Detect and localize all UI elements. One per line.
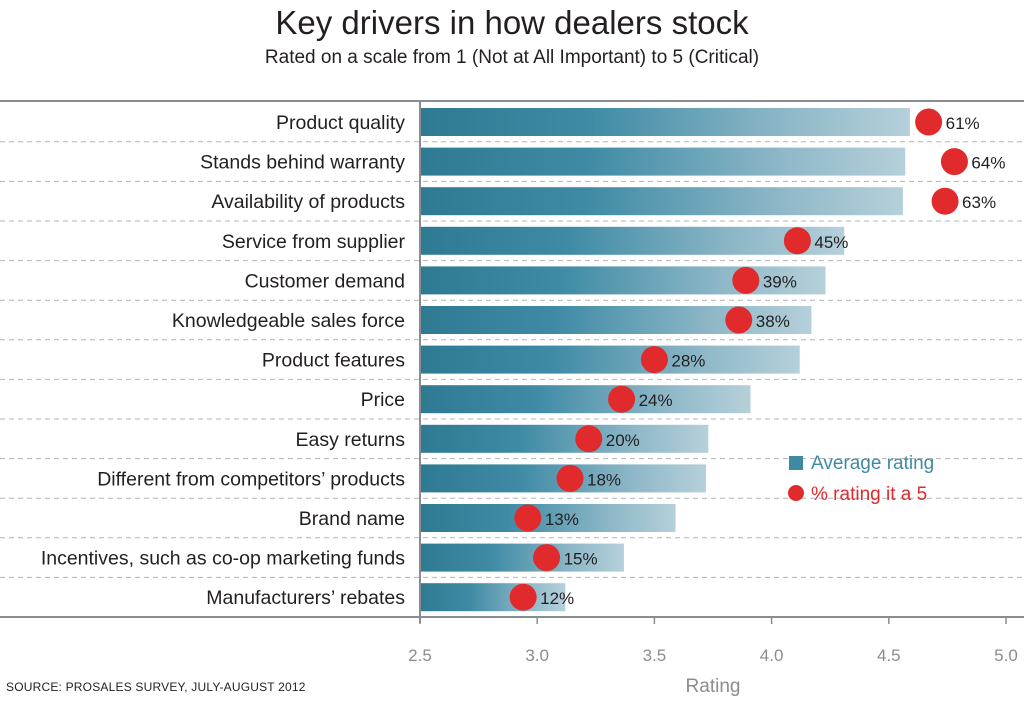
marker-percent-rating-5 [533, 544, 561, 572]
percent-label: 12% [540, 589, 574, 608]
marker-percent-rating-5 [575, 425, 603, 453]
category-label: Different from competitors’ products [97, 468, 405, 490]
percent-label: 28% [671, 352, 705, 371]
bar-average-rating [420, 385, 751, 414]
category-label: Availability of products [211, 191, 405, 213]
percent-label: 45% [814, 233, 848, 252]
legend-label-average-rating: Average rating [811, 453, 934, 474]
percent-label: 39% [763, 272, 797, 291]
bar-average-rating [420, 306, 812, 334]
percent-label: 13% [545, 510, 579, 529]
marker-percent-rating-5 [608, 385, 636, 413]
legend-label-percent-rating-5: % rating it a 5 [811, 484, 927, 505]
x-tick-label: 3.0 [525, 646, 549, 665]
bar-average-rating [420, 424, 709, 453]
bar-average-rating [420, 108, 910, 136]
marker-percent-rating-5 [640, 346, 668, 374]
percent-label: 20% [606, 431, 640, 450]
category-label: Customer demand [245, 270, 405, 292]
marker-percent-rating-5 [556, 464, 584, 492]
category-label: Incentives, such as co-op marketing fund… [41, 548, 405, 570]
marker-percent-rating-5 [514, 504, 542, 532]
x-tick-label: 4.0 [760, 646, 784, 665]
category-label: Easy returns [296, 429, 406, 451]
marker-percent-rating-5 [783, 227, 811, 255]
category-label: Product features [262, 350, 405, 372]
legend-swatch-average-rating [789, 456, 803, 470]
category-label: Knowledgeable sales force [172, 310, 405, 332]
legend-swatch-percent-rating-5 [788, 485, 804, 501]
marker-percent-rating-5 [931, 187, 959, 215]
bar-average-rating [420, 345, 800, 374]
percent-label: 38% [756, 312, 790, 331]
bar-average-rating [420, 226, 845, 255]
marker-percent-rating-5 [915, 108, 943, 136]
bar-average-rating [420, 187, 903, 216]
percent-label: 24% [639, 391, 673, 410]
marker-percent-rating-5 [725, 306, 753, 334]
x-tick-label: 4.5 [877, 646, 901, 665]
chart-title: Key drivers in how dealers stock [275, 4, 749, 41]
category-label: Manufacturers’ rebates [206, 587, 405, 609]
percent-label: 64% [971, 154, 1005, 173]
percent-label: 61% [946, 114, 980, 133]
bar-average-rating [420, 543, 624, 572]
marker-percent-rating-5 [732, 266, 760, 294]
percent-label: 63% [962, 193, 996, 212]
x-tick-label: 5.0 [994, 646, 1018, 665]
bar-average-rating [420, 583, 566, 612]
x-tick-label: 3.5 [643, 646, 667, 665]
marker-percent-rating-5 [509, 583, 537, 611]
marker-percent-rating-5 [940, 148, 968, 176]
category-label: Service from supplier [222, 231, 406, 253]
category-label: Stands behind warranty [200, 152, 405, 174]
percent-label: 18% [587, 470, 621, 489]
source-note: SOURCE: PROSALES SURVEY, JULY-AUGUST 201… [6, 680, 306, 694]
bar-average-rating [420, 504, 676, 532]
x-axis-label: Rating [686, 676, 741, 697]
category-label: Brand name [299, 508, 405, 530]
category-label: Product quality [276, 112, 405, 134]
category-label: Price [361, 389, 405, 411]
x-tick-label: 2.5 [408, 646, 432, 665]
percent-label: 15% [564, 550, 598, 569]
bar-average-rating [420, 147, 906, 176]
chart-subtitle: Rated on a scale from 1 (Not at All Impo… [264, 47, 760, 68]
